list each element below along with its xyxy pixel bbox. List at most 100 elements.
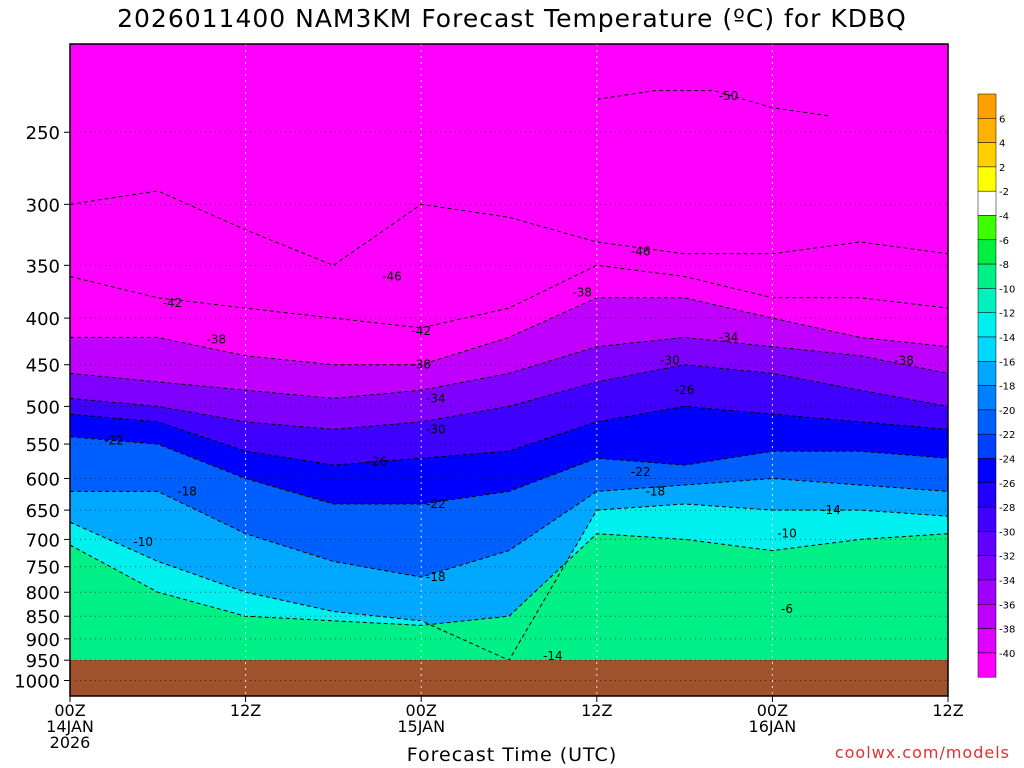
- contour-label: -22: [631, 465, 651, 479]
- legend-label: -24: [999, 455, 1015, 466]
- legend-label: -22: [999, 430, 1015, 441]
- contour-label: -34: [719, 330, 739, 344]
- legend-label: -36: [999, 600, 1015, 611]
- legend-swatch: [977, 628, 997, 654]
- legend-swatch: [977, 361, 997, 386]
- legend-label: -28: [999, 503, 1015, 514]
- legend-label: -8: [999, 260, 1009, 271]
- x-tick-label: 12Z: [581, 701, 612, 720]
- y-tick-label: 900: [26, 630, 60, 651]
- isotherm--26: [70, 405, 948, 466]
- contour-label: -42: [163, 296, 183, 310]
- legend-label: -10: [999, 284, 1015, 295]
- y-tick-label: 600: [26, 469, 60, 490]
- legend-swatch: [977, 166, 997, 192]
- contour-label: -10: [777, 527, 797, 541]
- y-axis: 2503003504004505005506006507007508008509…: [14, 123, 70, 692]
- isotherm--38: [70, 297, 948, 366]
- contour-label: -46: [631, 245, 651, 259]
- x-tick-label: 12Z: [932, 701, 963, 720]
- contour-labels: -50 -46 -46 -42 -42 -38 -38 -38 -38 -34 -34 -30 -30 -…: [104, 89, 914, 663]
- contour-label: -50: [719, 89, 739, 103]
- contour-label: -22: [104, 433, 124, 447]
- isotherm--30: [70, 364, 948, 430]
- contour-label: -22: [426, 497, 446, 511]
- legend-swatch: [977, 506, 997, 532]
- y-tick-label: 1000: [14, 671, 60, 692]
- legend-swatch: [977, 118, 997, 143]
- x-tick-label: 00Z: [757, 701, 788, 720]
- temperature-fill-bands: [70, 44, 948, 696]
- legend-label: -16: [999, 357, 1015, 368]
- y-tick-label: 650: [26, 501, 60, 522]
- legend-label: -40: [999, 649, 1015, 660]
- legend-swatch: [977, 579, 997, 605]
- y-tick-label: 300: [26, 195, 60, 216]
- contour-label: -26: [367, 455, 387, 469]
- legend-swatch: [977, 409, 997, 435]
- contour-label: -18: [426, 570, 446, 584]
- y-tick-label: 450: [26, 356, 60, 377]
- y-tick-label: 800: [26, 583, 60, 604]
- legend-swatch: [977, 263, 997, 289]
- band-below--10: [70, 533, 948, 696]
- contour-label: -30: [426, 422, 446, 436]
- legend-swatch: [977, 531, 997, 556]
- legend-label: -4: [999, 212, 1009, 223]
- legend-swatch: [977, 288, 997, 313]
- ground-surface: [70, 660, 948, 696]
- legend-label: -26: [999, 479, 1015, 490]
- legend-swatch: [977, 336, 997, 362]
- legend-swatch: [977, 215, 997, 241]
- x-tick-label: 16JAN: [749, 717, 797, 736]
- legend-swatch: [977, 239, 997, 265]
- legend-label: 2: [999, 163, 1005, 174]
- legend-swatch: [977, 190, 997, 216]
- legend-label: -14: [999, 333, 1015, 344]
- legend-label: 6: [999, 114, 1005, 125]
- y-tick-label: 950: [26, 651, 60, 672]
- x-tick-label: 2026: [50, 733, 91, 752]
- contour-label: -14: [543, 649, 563, 663]
- x-tick-label: 00Z: [406, 701, 437, 720]
- legend-swatch: [977, 93, 997, 119]
- legend-swatch: [977, 433, 997, 459]
- contour-label: -18: [177, 484, 197, 498]
- isotherm--50: [596, 90, 831, 117]
- legend-label: -18: [999, 382, 1015, 393]
- legend-swatch: [977, 142, 997, 168]
- legend-swatch: [977, 482, 997, 508]
- legend-swatch: [977, 604, 997, 629]
- legend-label: -32: [999, 552, 1015, 563]
- contour-label: -38: [572, 286, 592, 300]
- contour-label: -38: [411, 358, 431, 372]
- contour-label: -10: [133, 535, 153, 549]
- contour-label: -14: [821, 503, 841, 517]
- isotherm--42: [70, 264, 948, 329]
- x-tick-label: 00Z: [54, 701, 85, 720]
- legend-label: -30: [999, 527, 1015, 538]
- legend-label: -38: [999, 625, 1015, 636]
- legend-swatch: [977, 385, 997, 411]
- contour-label: -18: [646, 484, 666, 498]
- y-tick-label: 500: [26, 397, 60, 418]
- chart-title: 2026011400 NAM3KM Forecast Temperature (…: [117, 4, 907, 33]
- legend-label: -12: [999, 309, 1015, 320]
- y-tick-label: 750: [26, 558, 60, 579]
- contour-label: -30: [660, 353, 680, 367]
- contour-label: -34: [426, 391, 446, 405]
- credit-text: coolwx.com/models: [834, 743, 1010, 762]
- contour-label: -26: [675, 383, 695, 397]
- contour-label: -38: [207, 332, 227, 346]
- legend-swatch: [977, 312, 997, 338]
- isotherm--18: [70, 477, 948, 578]
- legend-label: 4: [999, 139, 1005, 150]
- isotherm--46: [70, 190, 948, 266]
- y-tick-label: 550: [26, 435, 60, 456]
- contour-label: -38: [894, 353, 914, 367]
- x-tick-label: 12Z: [230, 701, 261, 720]
- legend-swatch: [977, 652, 997, 678]
- legend-label: -2: [999, 187, 1009, 198]
